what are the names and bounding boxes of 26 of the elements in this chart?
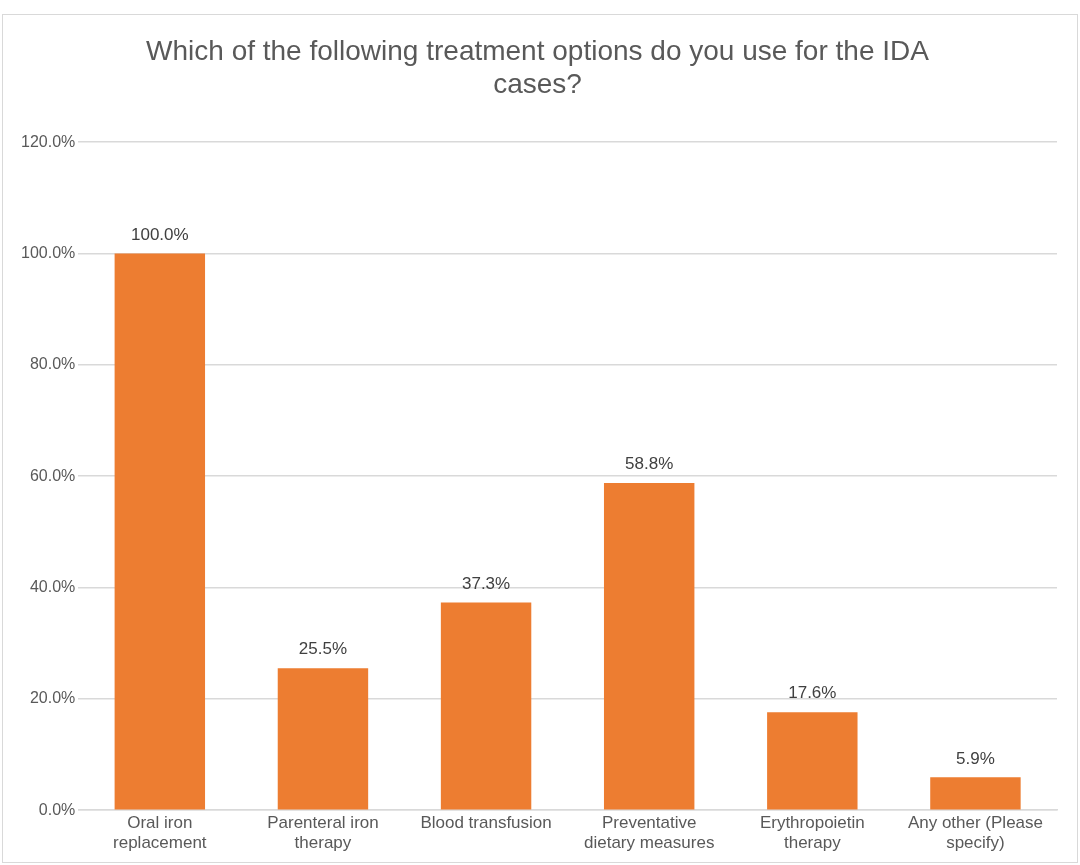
data-label: 5.9% [956, 748, 995, 768]
chart-title: Which of the following treatment options do you use for the IDA cases? [146, 34, 930, 100]
y-tick-label: 40.0% [29, 577, 76, 595]
data-label: 17.6% [788, 683, 837, 703]
data-label: 25.5% [298, 639, 348, 659]
x-tick-label: Parenteral iron therapy [267, 813, 379, 853]
x-tick-label: Oral iron replacement [113, 813, 207, 853]
bar [930, 777, 1021, 810]
y-tick-label: 0.0% [38, 800, 76, 818]
x-tick-label: Erythropoietin therapy [759, 813, 865, 853]
data-label: 37.3% [461, 573, 511, 593]
y-tick-label: 20.0% [29, 689, 76, 707]
x-tick-label: Blood transfusion [420, 813, 552, 833]
bar [277, 668, 369, 810]
y-tick-label: 60.0% [29, 466, 76, 484]
x-tick-label: Any other (Please specify) [907, 813, 1044, 853]
bar [767, 712, 858, 810]
y-tick-label: 120.0% [21, 132, 76, 150]
data-label: 100.0% [130, 224, 189, 244]
bar [114, 253, 206, 810]
data-label: 58.8% [625, 454, 674, 474]
bar [440, 602, 532, 810]
bar [603, 482, 695, 810]
y-tick-label: 100.0% [21, 243, 76, 261]
x-tick-label: Preventative dietary measures [584, 813, 715, 853]
y-tick-label: 80.0% [29, 355, 76, 373]
